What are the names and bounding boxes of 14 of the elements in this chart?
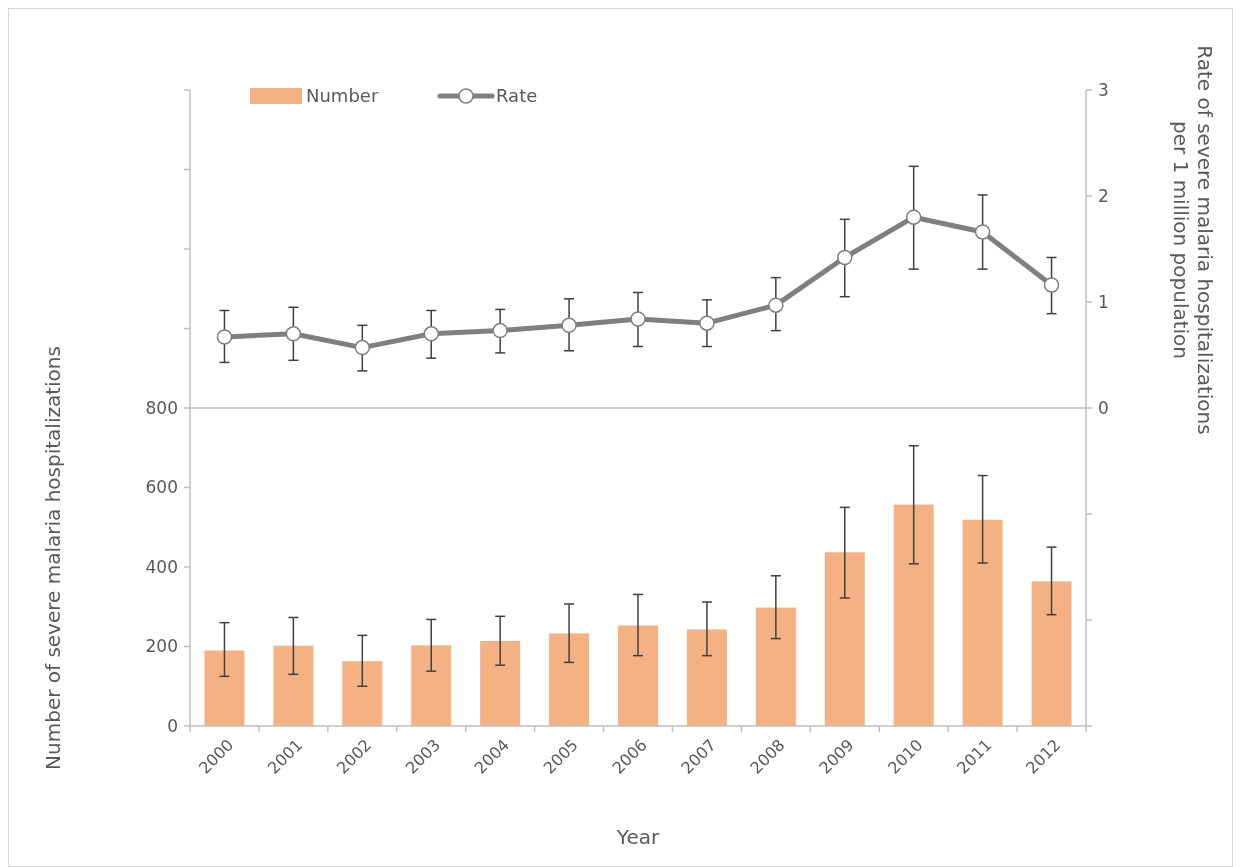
legend-label: Rate [496,85,538,107]
y-tick-label: 600 [145,477,178,498]
y-tick-label: 200 [145,636,178,657]
y-tick-label: 800 [145,397,178,418]
y-tick-label: 400 [145,556,178,577]
legend-label: Number [306,85,379,107]
y2-tick-label: 1 [1098,291,1109,312]
y-axis-title: Number of severe malaria hospitalizations [41,346,65,770]
y2-axis-title: Rate of severe malaria hospitalizations per 1 million population [1169,45,1217,435]
y2-tick-label: 0 [1098,397,1109,418]
y2-tick-label: 3 [1098,79,1109,100]
x-axis-title: Year [615,825,660,849]
y-tick-label: 0 [167,715,178,736]
y2-tick-label: 2 [1098,185,1109,206]
